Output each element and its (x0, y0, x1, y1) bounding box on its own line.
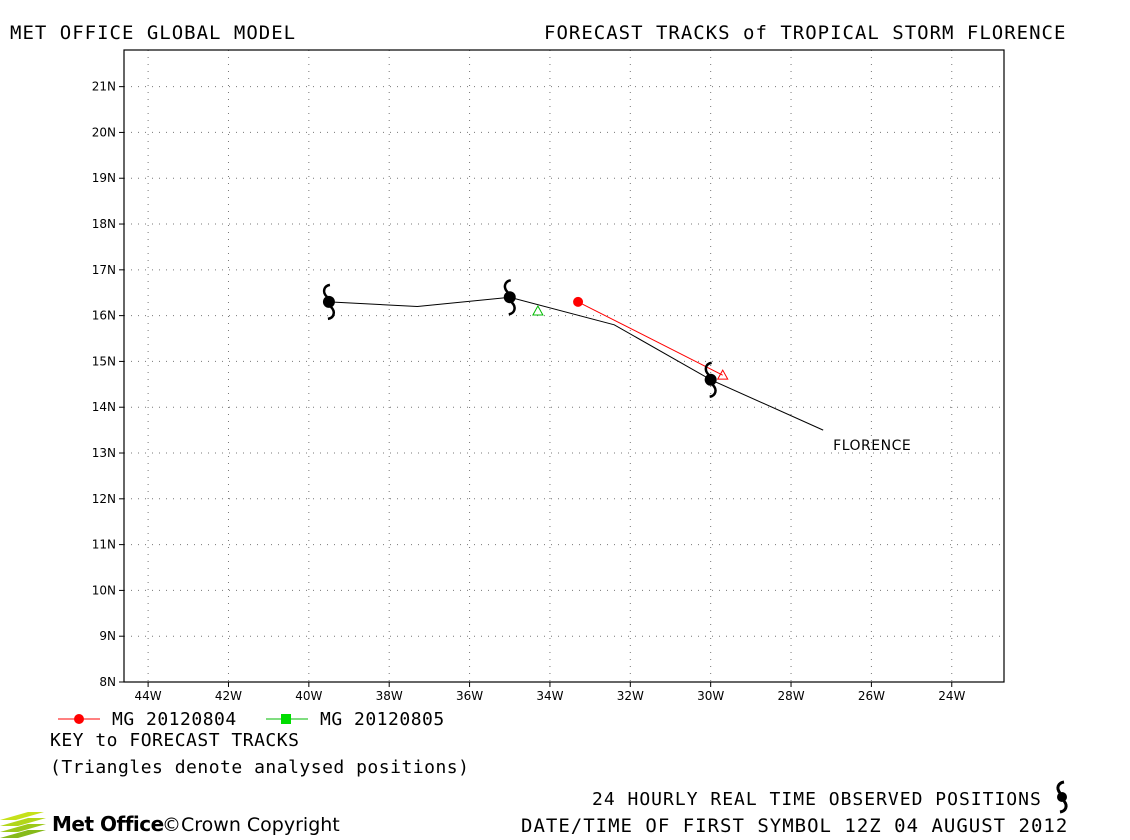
first-symbol-date: DATE/TIME OF FIRST SYMBOL 12Z 04 AUGUST … (521, 815, 1069, 837)
lat-tick-label: 18N (92, 217, 116, 231)
axis-tick-labels: 44W 42W 40W 38W 36W 34W 32W 30W 28W 26W 24W 8N 9N 10N… (92, 80, 966, 703)
met-office-logo-text: Met Office (52, 812, 164, 836)
copyright-icon: © (162, 814, 181, 836)
lat-tick-label: 17N (92, 263, 116, 277)
lat-tick-label: 15N (92, 354, 116, 368)
lon-tick-label: 32W (617, 689, 644, 703)
lat-tick-label: 16N (92, 309, 116, 323)
lat-tick-label: 9N (99, 629, 116, 643)
header-right-title: FORECAST TRACKS of TROPICAL STORM FLOREN… (544, 22, 1067, 44)
met-office-logo[interactable]: Met Office (0, 812, 164, 840)
observed-track-line (328, 296, 824, 431)
legend-label-mg-20120804: MG 20120804 (112, 709, 237, 730)
forecast-start-marker (573, 296, 584, 307)
lat-tick-label: 11N (92, 538, 116, 552)
tropical-storm-symbol-icon (704, 361, 717, 398)
legend-key-note: (Triangles denote analysed positions) (50, 757, 470, 778)
tropical-storm-symbol-icon (322, 283, 336, 321)
tropical-storm-symbol-icon (503, 279, 516, 316)
legend-label-mg-20120805: MG 20120805 (320, 709, 445, 730)
copyright-notice: ©Crown Copyright (162, 814, 340, 836)
lon-tick-label: 40W (295, 689, 322, 703)
lon-tick-label: 30W (697, 689, 724, 703)
lon-tick-label: 34W (536, 689, 563, 703)
lat-tick-label: 20N (92, 125, 116, 139)
storm-tracks (322, 279, 824, 431)
legend-marker-mg-20120805 (266, 714, 308, 724)
map-grid (124, 50, 1004, 682)
lat-tick-label: 14N (92, 400, 116, 414)
lon-tick-label: 44W (135, 689, 162, 703)
met-office-logo-icon (0, 812, 46, 838)
map-frame (123, 49, 1005, 683)
lat-tick-label: 12N (92, 492, 116, 506)
lon-tick-label: 42W (215, 689, 242, 703)
forecast-track-line (577, 301, 723, 376)
analysed-position-triangle (532, 305, 544, 316)
copyright-text: Crown Copyright (181, 814, 340, 836)
lat-tick-label: 19N (92, 171, 116, 185)
legend-key-title: KEY to FORECAST TRACKS (50, 730, 300, 751)
lat-tick-label: 8N (99, 675, 116, 689)
lon-tick-label: 28W (777, 689, 804, 703)
lat-tick-label: 21N (92, 80, 116, 94)
lon-tick-label: 26W (858, 689, 885, 703)
lat-tick-label: 13N (92, 446, 116, 460)
legend-marker-mg-20120804 (58, 714, 100, 724)
observed-positions-note: 24 HOURLY REAL TIME OBSERVED POSITIONS (592, 789, 1042, 810)
analysed-position-triangle (716, 369, 729, 380)
observed-position-symbol-icon (1056, 780, 1068, 814)
lon-tick-label: 24W (938, 689, 965, 703)
lat-tick-label: 10N (92, 583, 116, 597)
header-left-title: MET OFFICE GLOBAL MODEL (10, 22, 297, 44)
lon-tick-label: 36W (456, 689, 483, 703)
storm-name-label: FLORENCE (833, 438, 911, 454)
lon-tick-label: 38W (376, 689, 403, 703)
